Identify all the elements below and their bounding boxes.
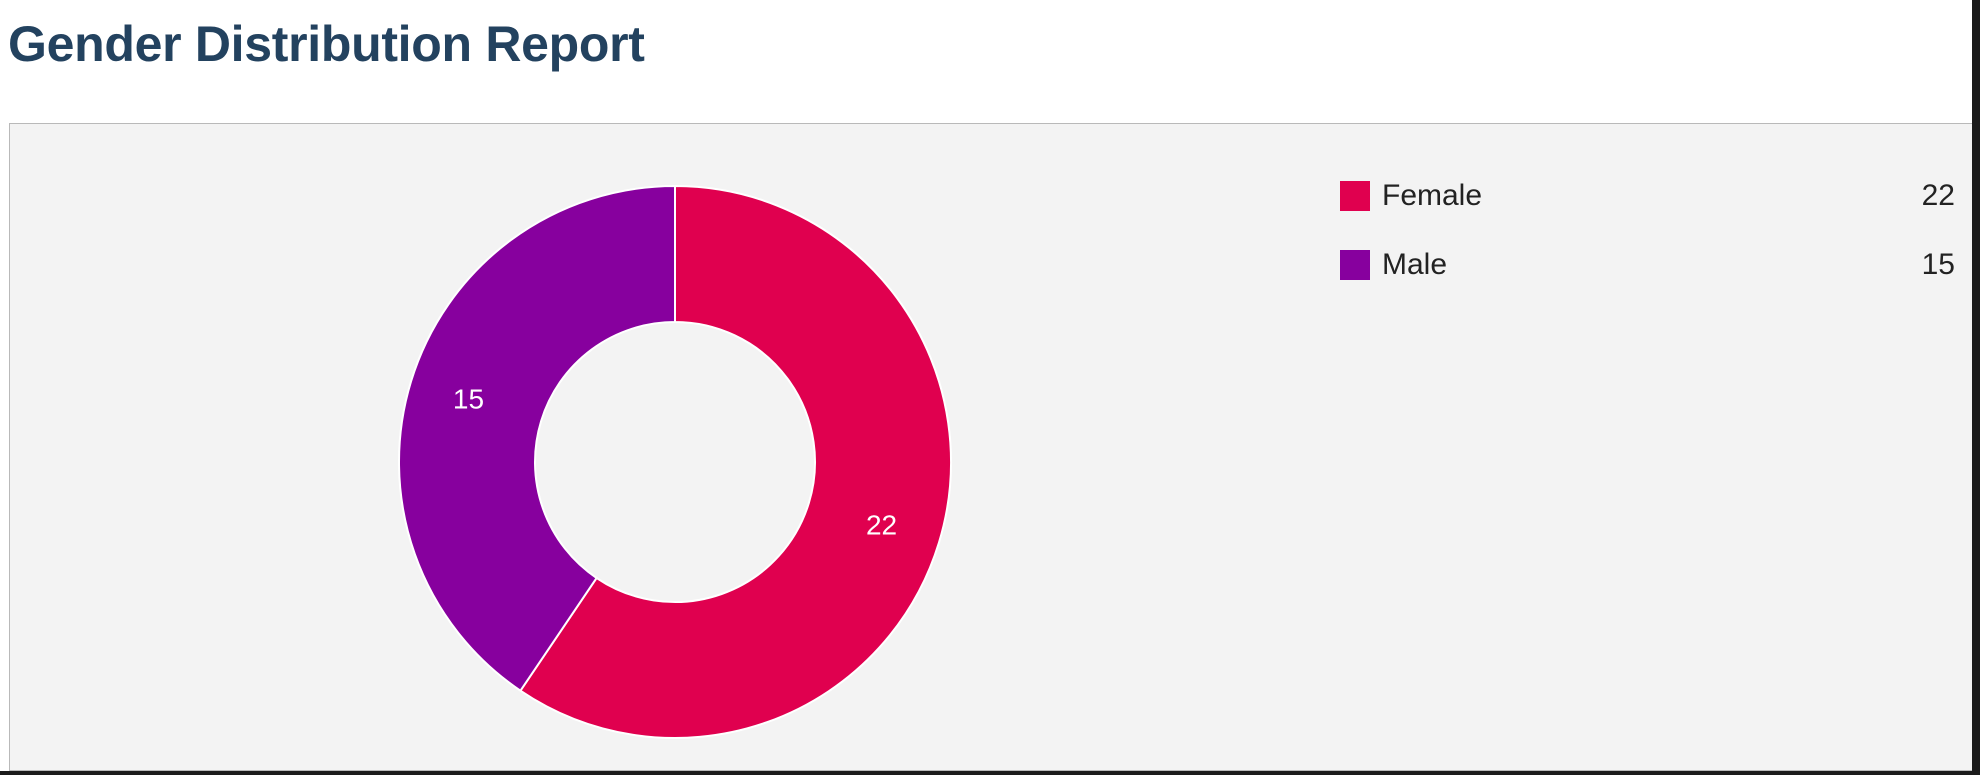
legend-swatch-male	[1340, 250, 1370, 280]
legend-value-female: 22	[1921, 179, 1955, 212]
donut-slice-male[interactable]	[398, 184, 676, 693]
legend-label-male: Male	[1382, 248, 1448, 281]
chart-panel: 22 15 Female 22 Male 15	[9, 123, 1977, 771]
page-title: Gender Distribution Report	[8, 16, 645, 72]
donut-slice-labels: 22 15	[453, 383, 897, 540]
donut-slices	[398, 184, 952, 739]
legend-swatch-female	[1340, 181, 1370, 211]
legend-item-female[interactable]: Female 22	[1340, 176, 1955, 245]
donut-chart: 22 15	[398, 184, 952, 739]
donut-label-male: 15	[453, 383, 484, 414]
donut-slice-female[interactable]	[519, 184, 952, 739]
donut-label-female: 22	[866, 510, 897, 541]
chart-legend: Female 22 Male 15	[1340, 176, 1955, 314]
window-frame-right	[1972, 0, 1980, 775]
legend-item-male[interactable]: Male 15	[1340, 245, 1955, 314]
window-frame-bottom	[0, 771, 1980, 775]
legend-value-male: 15	[1921, 248, 1955, 281]
legend-label-female: Female	[1382, 179, 1483, 212]
